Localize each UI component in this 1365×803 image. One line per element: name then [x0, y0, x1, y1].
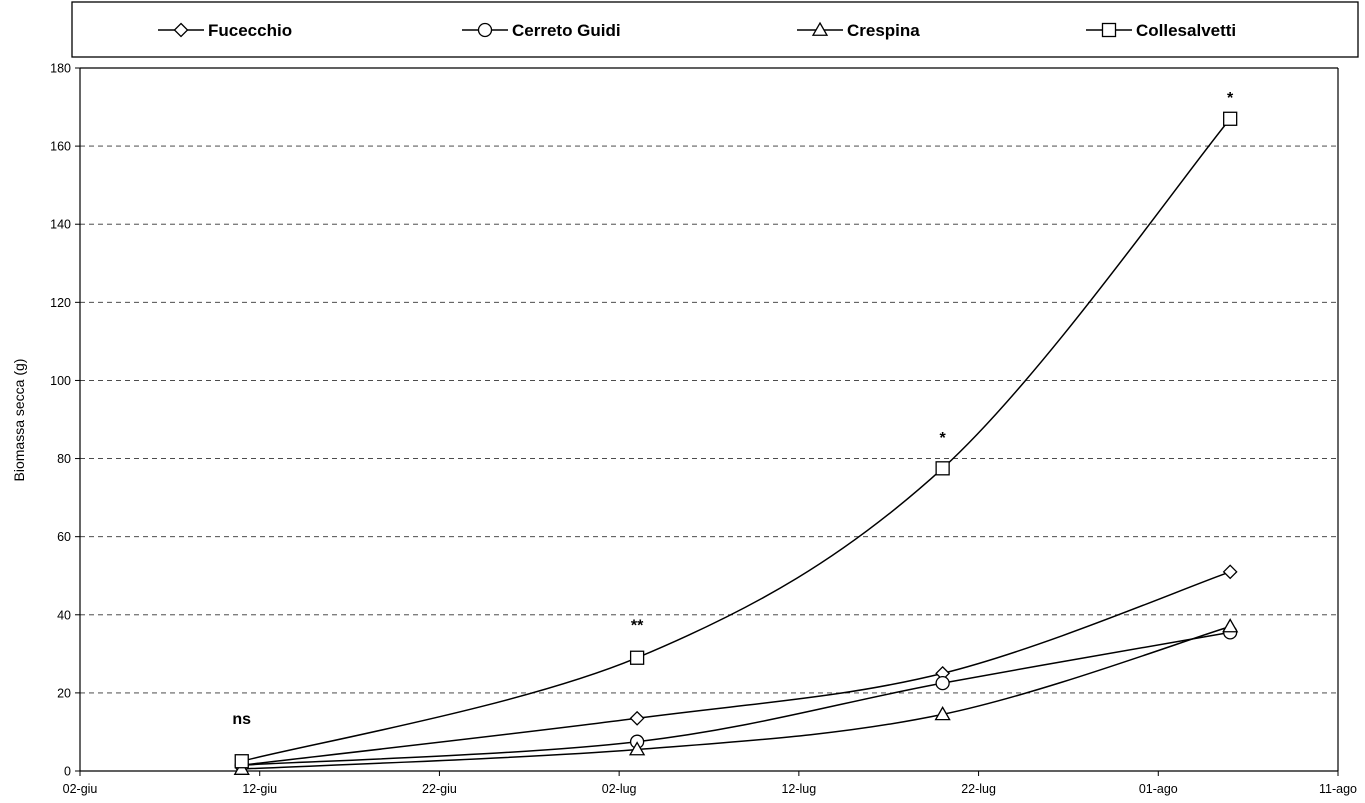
legend-label: Cerreto Guidi: [512, 21, 621, 40]
gridlines: [80, 67, 1338, 694]
significance-annotation: **: [631, 617, 644, 634]
x-tick-label: 22-giu: [422, 782, 457, 796]
y-axis-title: Biomassa secca (g): [11, 359, 27, 482]
significance-annotation: ns: [232, 711, 251, 728]
y-tick-label: 40: [57, 608, 71, 622]
legend-frame: [71, 1, 1359, 58]
data-point-collesalvetti: [234, 754, 249, 769]
legend: Fucecchio Cerreto Guidi Crespina Collesalve…: [71, 1, 1359, 58]
series-lines: [241, 118, 1231, 770]
y-tick-label: 180: [50, 62, 71, 76]
y-tick-label: 140: [50, 218, 71, 232]
data-point-fucecchio: [629, 710, 645, 726]
y-tick-label: 60: [57, 530, 71, 544]
plot-area: ns****: [75, 67, 1339, 776]
y-tick-label: 20: [57, 686, 71, 700]
legend-label: Crespina: [847, 21, 920, 40]
data-point-collesalvetti: [935, 461, 950, 476]
y-tick-label: 100: [50, 374, 71, 388]
significance-annotation: *: [940, 430, 947, 447]
x-tick-label: 02-giu: [63, 782, 98, 796]
tick-labels: 0 20 40 60 80 100 120 140 160 180 02-giu 12-giu 22-g…: [50, 62, 1357, 797]
data-point-crespina: [1222, 618, 1239, 633]
data-point-crespina: [934, 706, 951, 721]
series-line-crespina: [241, 625, 1231, 770]
legend-marker: [173, 22, 189, 38]
data-point-collesalvetti: [629, 650, 645, 665]
legend-marker: [811, 21, 829, 36]
data-point-collesalvetti: [1223, 111, 1238, 126]
y-tick-label: 80: [57, 452, 71, 466]
significance-annotation: *: [1227, 90, 1234, 107]
series-line-cerreto-guidi: [241, 631, 1231, 766]
legend-marker: [477, 22, 493, 38]
legend-label: Fucecchio: [208, 21, 292, 40]
y-tick-label: 0: [64, 765, 71, 779]
annotations: ns****: [232, 90, 1234, 728]
axes: [75, 67, 1339, 776]
legend-marker: [1101, 22, 1117, 38]
x-tick-label: 02-lug: [602, 782, 637, 796]
x-tick-label: 22-lug: [961, 782, 996, 796]
data-point-cerreto-guidi: [935, 675, 950, 691]
series-markers: [233, 111, 1239, 775]
series-line-collesalvetti: [241, 118, 1231, 762]
y-tick-label: 160: [50, 140, 71, 154]
data-point-fucecchio: [1222, 564, 1238, 580]
x-tick-label: 01-ago: [1139, 782, 1178, 796]
x-tick-label: 11-ago: [1319, 782, 1357, 796]
legend-label: Collesalvetti: [1136, 21, 1236, 40]
data-point-crespina: [628, 741, 646, 756]
x-tick-label: 12-lug: [781, 782, 816, 796]
series-line-fucecchio: [241, 571, 1231, 766]
y-tick-label: 120: [50, 296, 71, 310]
x-tick-label: 12-giu: [242, 782, 277, 796]
